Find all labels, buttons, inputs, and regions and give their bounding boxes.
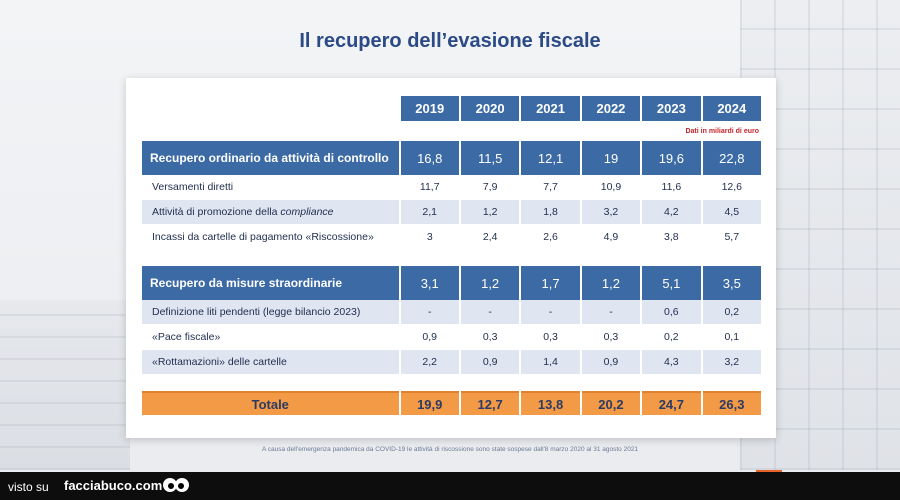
cell-value: 0,9 xyxy=(460,350,520,375)
year-header: 2021 xyxy=(521,96,580,121)
cell-value: - xyxy=(581,300,641,325)
total-value: 24,7 xyxy=(642,391,701,415)
fiscal-recovery-table: 2019 2020 2021 2022 2023 2024 Dati in mi… xyxy=(140,96,763,415)
table-row: Incassi da cartelle di pagamento «Riscos… xyxy=(142,225,761,250)
year-header: 2019 xyxy=(400,96,459,121)
cell-value: 11,7 xyxy=(400,175,459,200)
spacer-row xyxy=(142,375,761,391)
section-value: 1,7 xyxy=(521,266,580,300)
year-header: 2024 xyxy=(702,96,761,121)
cell-value: 0,6 xyxy=(642,300,701,325)
total-value: 13,8 xyxy=(521,391,580,415)
cell-value: 1,4 xyxy=(521,350,580,375)
cell-value: 2,4 xyxy=(460,225,520,250)
total-value: 20,2 xyxy=(581,391,641,415)
section-value: 3,5 xyxy=(702,266,761,300)
watermark-bar: visto su facciabuco.com xyxy=(0,472,900,500)
cell-value: 1,8 xyxy=(521,200,580,225)
total-value: 26,3 xyxy=(702,391,761,415)
row-label: Versamenti diretti xyxy=(142,175,399,200)
total-value: 12,7 xyxy=(460,391,520,415)
section-value: 19,6 xyxy=(642,141,701,175)
row-label: Incassi da cartelle di pagamento «Riscos… xyxy=(142,225,399,250)
section-row-ordinary: Recupero ordinario da attività di contro… xyxy=(142,141,761,175)
cell-value: 0,2 xyxy=(702,300,761,325)
watermark-site-link[interactable]: facciabuco.com xyxy=(64,478,163,493)
total-row: Totale 19,9 12,7 13,8 20,2 24,7 26,3 xyxy=(142,391,761,415)
cell-value: 7,9 xyxy=(460,175,520,200)
cell-value: 7,7 xyxy=(521,175,580,200)
section-label: Recupero ordinario da attività di contro… xyxy=(142,141,399,175)
cell-value: 4,9 xyxy=(581,225,641,250)
row-label-emphasis: compliance xyxy=(280,206,334,218)
cell-value: - xyxy=(521,300,580,325)
total-value: 19,9 xyxy=(400,391,459,415)
section-value: 5,1 xyxy=(642,266,701,300)
section-value: 11,5 xyxy=(460,141,520,175)
table-row: Definizione liti pendenti (legge bilanci… xyxy=(142,300,761,325)
cell-value: 3,2 xyxy=(702,350,761,375)
cell-value: 11,6 xyxy=(642,175,701,200)
cell-value: 3,2 xyxy=(581,200,641,225)
unit-note: Dati in miliardi di euro xyxy=(685,127,759,135)
spacer-row xyxy=(142,250,761,266)
section-value: 19 xyxy=(581,141,641,175)
cell-value: 0,1 xyxy=(702,325,761,350)
cell-value: 5,7 xyxy=(702,225,761,250)
row-label: Definizione liti pendenti (legge bilanci… xyxy=(142,300,399,325)
section-value: 16,8 xyxy=(400,141,459,175)
row-label: «Pace fiscale» xyxy=(142,325,399,350)
section-row-extraordinary: Recupero da misure straordinarie 3,1 1,2… xyxy=(142,266,761,300)
cell-value: 3 xyxy=(400,225,459,250)
cell-value: 0,3 xyxy=(460,325,520,350)
table-card: 2019 2020 2021 2022 2023 2024 Dati in mi… xyxy=(126,78,776,438)
cell-value: 1,2 xyxy=(460,200,520,225)
section-value: 3,1 xyxy=(400,266,459,300)
cell-value: - xyxy=(460,300,520,325)
section-value: 12,1 xyxy=(521,141,580,175)
eyes-logo-icon xyxy=(163,478,189,492)
cell-value: - xyxy=(400,300,459,325)
table-row: «Pace fiscale» 0,9 0,3 0,3 0,3 0,2 0,1 xyxy=(142,325,761,350)
cell-value: 4,3 xyxy=(642,350,701,375)
cell-value: 0,3 xyxy=(521,325,580,350)
cell-value: 2,1 xyxy=(400,200,459,225)
table-row: «Rottamazioni» delle cartelle 2,2 0,9 1,… xyxy=(142,350,761,375)
corner-cell xyxy=(142,96,399,121)
row-label: «Rottamazioni» delle cartelle xyxy=(142,350,399,375)
cell-value: 0,9 xyxy=(581,350,641,375)
cell-value: 4,2 xyxy=(642,200,701,225)
year-header-row: 2019 2020 2021 2022 2023 2024 xyxy=(142,96,761,121)
cell-value: 12,6 xyxy=(702,175,761,200)
footnote: A causa dell'emergenza pandemica da COVI… xyxy=(261,446,639,453)
background-building-left xyxy=(0,300,130,470)
cell-value: 4,5 xyxy=(702,200,761,225)
total-label: Totale xyxy=(142,391,399,415)
cell-value: 10,9 xyxy=(581,175,641,200)
section-value: 22,8 xyxy=(702,141,761,175)
cell-value: 0,2 xyxy=(642,325,701,350)
section-label: Recupero da misure straordinarie xyxy=(142,266,399,300)
row-label-prefix: Attività di promozione della xyxy=(152,206,281,218)
year-header: 2020 xyxy=(460,96,520,121)
cell-value: 2,6 xyxy=(521,225,580,250)
cell-value: 0,9 xyxy=(400,325,459,350)
table-row: Versamenti diretti 11,7 7,9 7,7 10,9 11,… xyxy=(142,175,761,200)
section-value: 1,2 xyxy=(581,266,641,300)
section-value: 1,2 xyxy=(460,266,520,300)
row-label: Attività di promozione della compliance xyxy=(142,200,399,225)
table-row: Attività di promozione della compliance … xyxy=(142,200,761,225)
year-header: 2022 xyxy=(581,96,641,121)
page-title: Il recupero dell’evasione fiscale xyxy=(299,30,601,52)
cell-value: 2,2 xyxy=(400,350,459,375)
watermark-visto-su: visto su xyxy=(8,480,49,494)
year-header: 2023 xyxy=(642,96,701,121)
cell-value: 3,8 xyxy=(642,225,701,250)
cell-value: 0,3 xyxy=(581,325,641,350)
unit-row: Dati in miliardi di euro xyxy=(142,121,761,141)
